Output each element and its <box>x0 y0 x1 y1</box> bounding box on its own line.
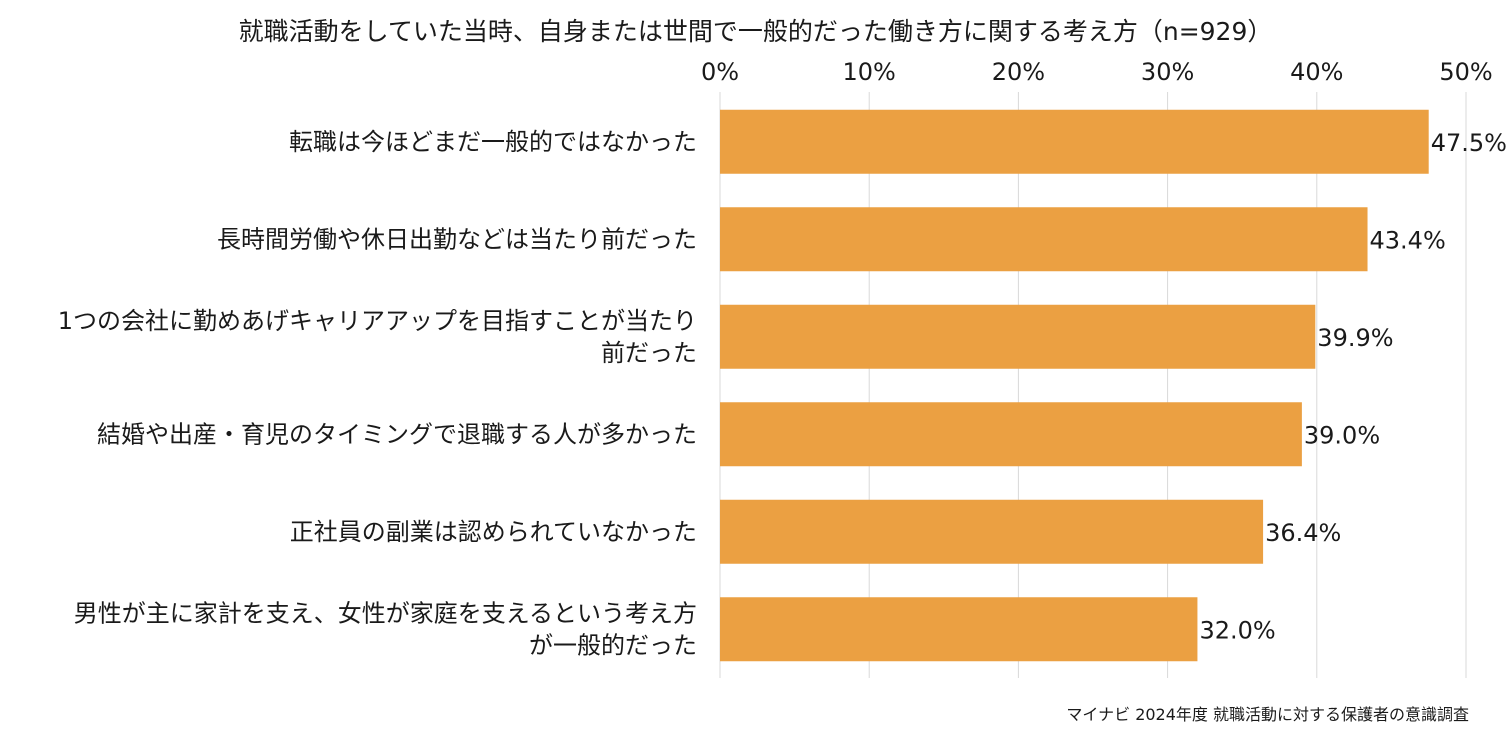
value-label-6: 32.0% <box>1199 616 1275 644</box>
category-label-line: 長時間労働や休日出勤などは当たり前だった <box>217 225 697 253</box>
value-label-1: 47.5% <box>1431 129 1507 157</box>
category-label-4: 結婚や出産・育児のタイミングで退職する人が多かった <box>97 420 697 448</box>
x-tick-label-50: 50% <box>1439 58 1492 86</box>
category-label-line: 男性が主に家計を支え、女性が家庭を支えるという考え方 <box>74 599 697 627</box>
x-tick-label-40: 40% <box>1290 58 1343 86</box>
source-note: マイナビ 2024年度 就職活動に対する保護者の意識調査 <box>1066 705 1469 724</box>
bar-2 <box>720 207 1368 272</box>
x-tick-label-20: 20% <box>992 58 1045 86</box>
x-tick-label-0: 0% <box>701 58 739 86</box>
category-label-3: 1つの会社に勤めあげキャリアアップを目指すことが当たり前だった <box>58 307 697 367</box>
category-label-line: 転職は今ほどまだ一般的ではなかった <box>289 128 697 156</box>
bar-5 <box>720 499 1264 564</box>
category-label-line: 前だった <box>601 339 697 367</box>
value-label-2: 43.4% <box>1370 226 1446 254</box>
value-label-4: 39.0% <box>1304 421 1380 449</box>
bar-6 <box>720 597 1198 662</box>
category-label-6: 男性が主に家計を支え、女性が家庭を支えるという考え方が一般的だった <box>74 599 697 659</box>
category-label-line: が一般的だった <box>529 631 697 659</box>
bar-3 <box>720 304 1316 369</box>
category-label-line: 1つの会社に勤めあげキャリアアップを目指すことが当たり <box>58 307 697 335</box>
category-label-line: 正社員の副業は認められていなかった <box>290 518 697 546</box>
category-label-2: 長時間労働や休日出勤などは当たり前だった <box>217 225 697 253</box>
category-label-5: 正社員の副業は認められていなかった <box>290 518 697 546</box>
value-label-3: 39.9% <box>1317 324 1393 352</box>
category-label-line: 結婚や出産・育児のタイミングで退職する人が多かった <box>97 420 697 448</box>
chart-title: 就職活動をしていた当時、自身または世間で一般的だった働き方に関する考え方（n=9… <box>238 17 1273 46</box>
x-tick-label-30: 30% <box>1141 58 1194 86</box>
value-label-5: 36.4% <box>1265 519 1341 547</box>
x-tick-label-10: 10% <box>843 58 896 86</box>
bar-4 <box>720 402 1302 467</box>
bar-1 <box>720 109 1429 174</box>
category-label-1: 転職は今ほどまだ一般的ではなかった <box>289 128 697 156</box>
